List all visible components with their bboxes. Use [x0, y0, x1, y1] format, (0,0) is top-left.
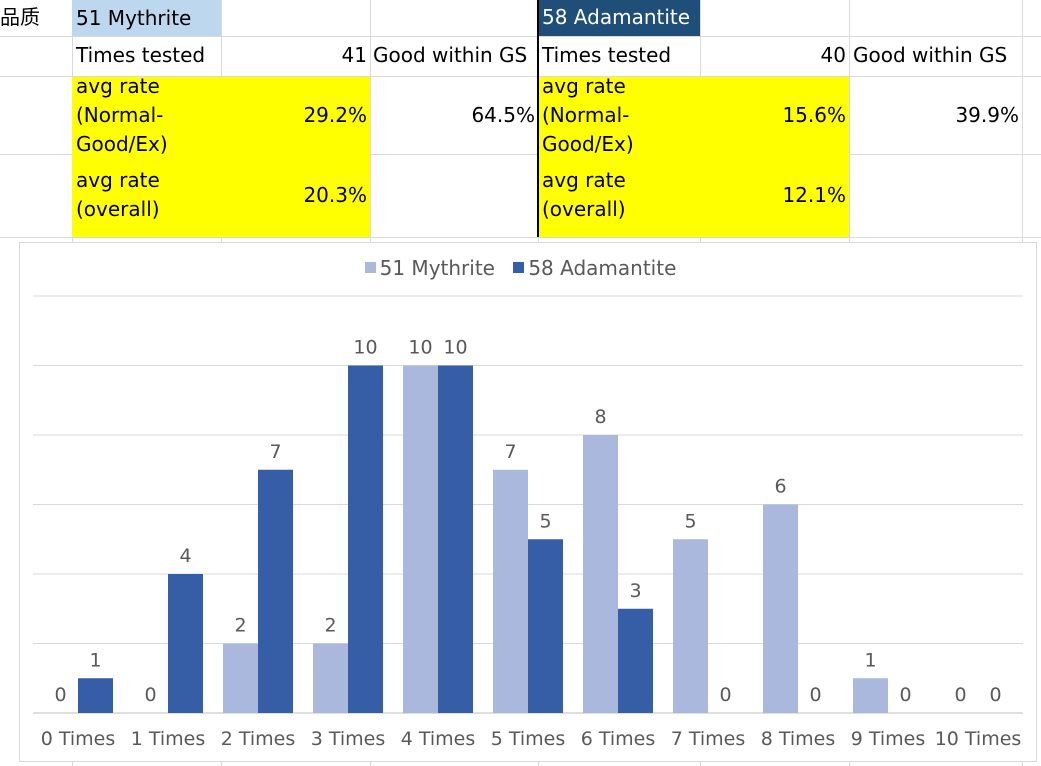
legend-label-series-1: 51 Mythrite — [379, 255, 495, 280]
block-a-times-tested-label[interactable]: Times tested — [76, 43, 206, 67]
data-label: 0 — [899, 684, 911, 706]
data-label: 1 — [864, 649, 876, 671]
bar-1 — [403, 365, 438, 713]
block-a-yellow-bg — [72, 77, 370, 237]
data-label: 8 — [594, 406, 606, 428]
bar-2 — [438, 365, 473, 713]
block-b-avg-normal-value[interactable]: 15.6% — [782, 103, 846, 127]
data-label: 2 — [324, 615, 336, 637]
data-label: 7 — [504, 441, 516, 463]
x-tick-label: 0 Times — [41, 728, 116, 750]
chart-legend: 51 Mythrite 58 Adamantite — [0, 254, 1041, 280]
data-label: 0 — [809, 684, 821, 706]
bar-2 — [528, 539, 563, 713]
data-label: 2 — [234, 615, 246, 637]
x-tick-label: 2 Times — [221, 728, 296, 750]
bar-1 — [763, 504, 798, 713]
data-label: 6 — [774, 476, 786, 498]
block-a-good-within-label[interactable]: Good within GS — [373, 43, 528, 67]
block-a-avg-overall-value[interactable]: 20.3% — [303, 183, 367, 207]
x-tick-label: 3 Times — [311, 728, 386, 750]
block-b-good-within-label[interactable]: Good within GS — [853, 43, 1008, 67]
data-label: 10 — [408, 337, 432, 359]
block-a-avg-normal-value[interactable]: 29.2% — [303, 103, 367, 127]
block-b-yellow-bg — [538, 77, 849, 237]
bar-2 — [618, 608, 653, 713]
bar-1 — [583, 435, 618, 713]
bar-1 — [853, 678, 888, 713]
legend-swatch-series-1 — [364, 262, 376, 273]
data-label: 0 — [954, 684, 966, 706]
bar-2 — [258, 469, 293, 713]
data-label: 0 — [54, 684, 66, 706]
bar-1 — [313, 643, 348, 713]
x-tick-label: 8 Times — [761, 728, 836, 750]
data-label: 0 — [989, 684, 1001, 706]
block-b-times-tested-label[interactable]: Times tested — [542, 43, 672, 67]
selection-border — [537, 0, 539, 237]
legend-swatch-series-2 — [513, 262, 525, 273]
data-label: 0 — [719, 684, 731, 706]
block-a-times-tested-value[interactable]: 41 — [341, 43, 367, 67]
legend-label-series-2: 58 Adamantite — [528, 255, 677, 280]
bar-2 — [348, 365, 383, 713]
bar-2 — [168, 574, 203, 713]
data-label: 10 — [443, 337, 467, 359]
legend-item-series-2[interactable]: 58 Adamantite — [513, 256, 676, 280]
block-a-avg-normal-label[interactable]: avg rate (Normal-Good/Ex) — [76, 74, 168, 154]
x-tick-label: 10 Times — [935, 728, 1022, 750]
bar-2 — [78, 678, 113, 713]
block-b-times-tested-value[interactable]: 40 — [820, 43, 846, 67]
block-b-good-within-value[interactable]: 39.9% — [955, 103, 1019, 127]
bar-1 — [493, 469, 528, 713]
block-b-avg-overall-value[interactable]: 12.1% — [782, 183, 846, 207]
data-label: 7 — [269, 441, 281, 463]
legend-item-series-1[interactable]: 51 Mythrite — [364, 255, 495, 280]
bar-1 — [673, 539, 708, 713]
data-label: 5 — [684, 510, 696, 532]
x-tick-label: 5 Times — [491, 728, 566, 750]
bar-1 — [223, 643, 258, 713]
x-tick-label: 4 Times — [401, 728, 476, 750]
x-tick-label: 9 Times — [851, 728, 926, 750]
block-b-avg-overall-label[interactable]: avg rate (overall) — [542, 168, 626, 221]
col0-header: 品质 — [0, 5, 40, 29]
data-label: 5 — [539, 510, 551, 532]
block-a-good-within-value[interactable]: 64.5% — [471, 103, 535, 127]
data-label: 1 — [89, 649, 101, 671]
x-tick-label: 7 Times — [671, 728, 746, 750]
x-tick-label: 1 Times — [131, 728, 206, 750]
block-a-title[interactable]: 51 Mythrite — [72, 0, 221, 36]
data-label: 4 — [179, 545, 191, 567]
data-label: 10 — [353, 337, 377, 359]
block-b-avg-normal-label[interactable]: avg rate (Normal-Good/Ex) — [542, 74, 634, 154]
data-label: 3 — [629, 580, 641, 602]
x-tick-label: 6 Times — [581, 728, 656, 750]
block-a-avg-overall-label[interactable]: avg rate (overall) — [76, 168, 160, 221]
data-label: 0 — [144, 684, 156, 706]
block-b-title[interactable]: 58 Adamantite — [538, 0, 700, 36]
